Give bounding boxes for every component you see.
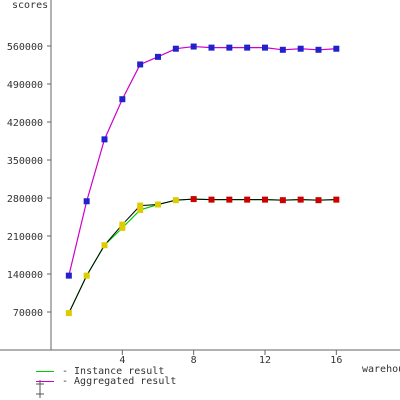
instance-point [83,272,90,279]
instance-point [119,224,126,231]
instance-point [297,196,304,203]
aggregated-point [137,61,144,68]
legend-label-aggregated: - Aggregated result [62,376,177,387]
aggregated-point [172,45,179,52]
y-tick-label: 210000 [7,232,43,243]
x-axis-label: warehou [362,364,400,375]
instance-point [279,197,286,204]
aggregated-point [155,53,161,60]
legend-swatch-aggregated [36,381,54,382]
legend-item-aggregated: - Aggregated result [32,376,332,387]
aggregated-point [65,272,72,279]
series-line-1 [68,45,337,276]
legend-item-instance: - Instance result [32,366,332,377]
instance-point [65,310,72,317]
instance-point [333,196,340,203]
instance-point [101,242,108,249]
series-group [68,45,337,314]
y-tick-label: 70000 [13,308,43,319]
y-tick-label: 280000 [7,194,43,205]
aggregated-point [208,44,215,51]
x-tick-label: 4 [119,355,125,366]
aggregated-point [297,45,304,52]
instance-point-alt [137,202,144,209]
y-tick-label: 560000 [7,42,43,53]
instance-point [190,196,197,203]
series-line-0 [68,198,337,314]
aggregated-point [226,44,233,51]
y-tick-label: 490000 [7,80,43,91]
y-tick-label: 140000 [7,270,43,281]
legend-label-instance: - Instance result [62,366,165,377]
aggregated-point [315,46,322,53]
y-axis-label: scores [12,0,48,11]
aggregated-point [101,136,108,143]
aggregated-point [279,46,286,53]
aggregated-point [333,45,340,52]
instance-point [315,197,322,204]
aggregated-point [244,44,251,51]
aggregated-point [119,96,126,103]
legend-swatch-instance [36,371,54,372]
aggregated-point [190,43,197,50]
instance-point [208,196,215,203]
x-tick-label: 12 [259,355,271,366]
aggregated-point [262,44,268,51]
aggregated-point [83,198,90,205]
instance-point-alt [119,221,126,228]
point-marks [65,43,340,317]
series-line-2 [68,198,337,314]
instance-point [262,196,268,203]
instance-point [244,196,251,203]
x-tick-label: 8 [191,355,197,366]
legend: - Instance result - Aggregated result [32,366,332,400]
y-tick-label: 420000 [7,118,43,129]
x-tick-label: 16 [330,355,342,366]
instance-point [155,201,161,208]
instance-point [137,206,144,213]
y-tick-label: 350000 [7,156,43,167]
instance-point [226,196,233,203]
instance-point [172,197,179,204]
